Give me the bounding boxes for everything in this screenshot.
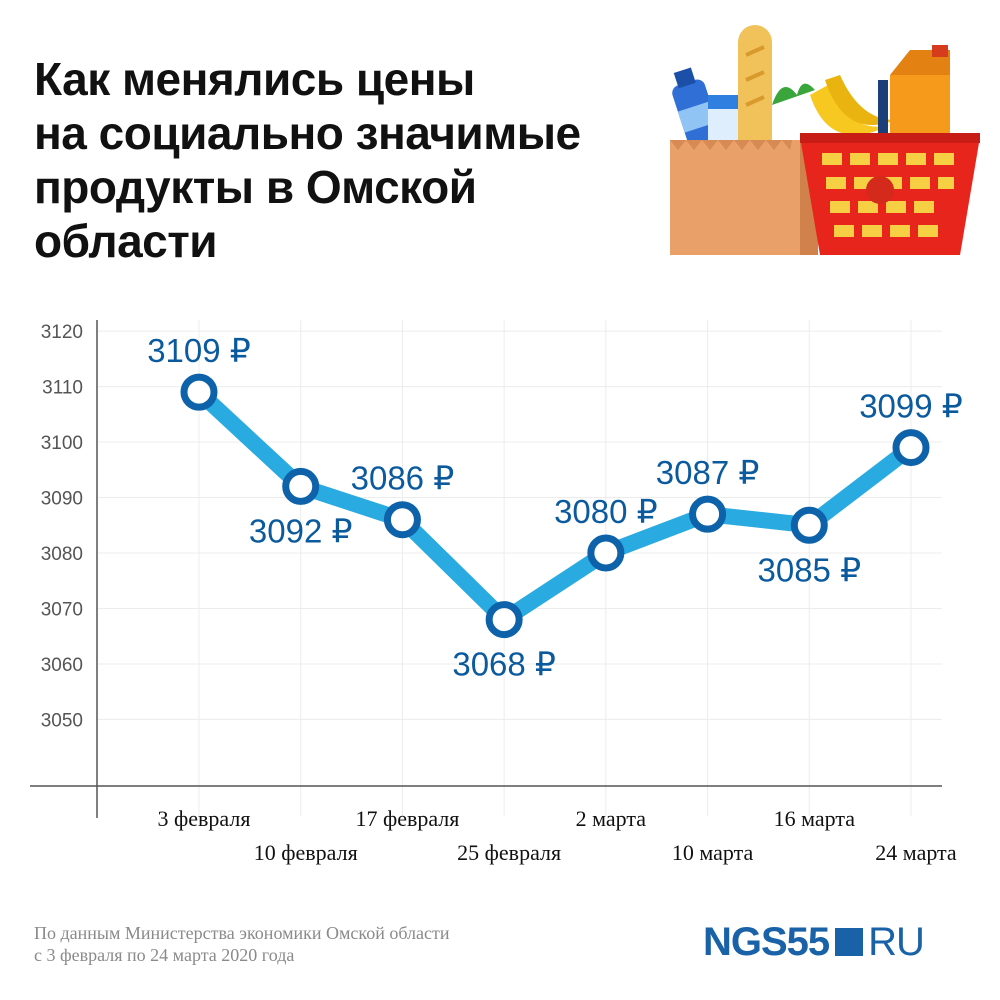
price-line-chart: 3050 3060 3070 3080 3090 3100 3110 3120 3 февра… [0,290,1000,880]
x-tick-label: 24 марта [875,840,957,865]
y-tick-label: 3110 [42,378,83,399]
title-line: на социально значимые [34,106,674,160]
data-point [184,377,214,407]
data-point [286,471,316,501]
grocery-basket-icon [660,25,980,260]
x-tick-label: 10 февраля [254,840,358,865]
y-tick-label: 3120 [41,322,83,343]
source-note: По данным Министерства экономики Омской … [34,922,634,966]
y-tick-label: 3050 [41,710,83,731]
data-label: 3087 ₽ [656,454,760,491]
x-tick-label: 16 марта [774,806,856,831]
data-point [896,433,926,463]
y-tick-label: 3070 [41,599,83,620]
data-label: 3080 ₽ [554,493,658,530]
logo-suffix: RU [868,920,924,965]
data-label: 3085 ₽ [757,551,861,588]
logo-text: NGS55 [703,920,829,965]
page-title: Как менялись цены на социально значимые … [34,52,674,268]
ngs55-logo[interactable]: NGS55 RU [703,922,924,962]
title-line: продукты в Омской [34,160,674,214]
source-line: с 3 февраля по 24 марта 2020 года [34,944,634,966]
title-line: области [34,214,674,268]
title-line: Как менялись цены [34,52,674,106]
y-axis-ticks: 3050 3060 3070 3080 3090 3100 3110 3120 [41,322,83,731]
data-label: 3099 ₽ [859,388,963,425]
data-point [489,605,519,635]
x-tick-label: 17 февраля [355,806,459,831]
source-line: По данным Министерства экономики Омской … [34,922,634,944]
x-tick-label: 25 февраля [457,840,561,865]
data-point [693,499,723,529]
y-tick-label: 3090 [41,489,83,510]
data-label: 3092 ₽ [249,512,353,549]
data-point [591,538,621,568]
y-tick-label: 3080 [41,544,83,565]
y-tick-label: 3060 [41,655,83,676]
y-tick-label: 3100 [41,433,83,454]
data-point [794,510,824,540]
x-tick-label: 3 февраля [158,806,251,831]
data-label: 3068 ₽ [452,646,556,683]
x-tick-label: 2 марта [576,806,647,831]
data-label: 3086 ₽ [351,460,455,497]
data-label: 3109 ₽ [147,332,251,369]
x-tick-label: 10 марта [672,840,754,865]
logo-square-icon [835,928,863,956]
data-point [387,505,417,535]
